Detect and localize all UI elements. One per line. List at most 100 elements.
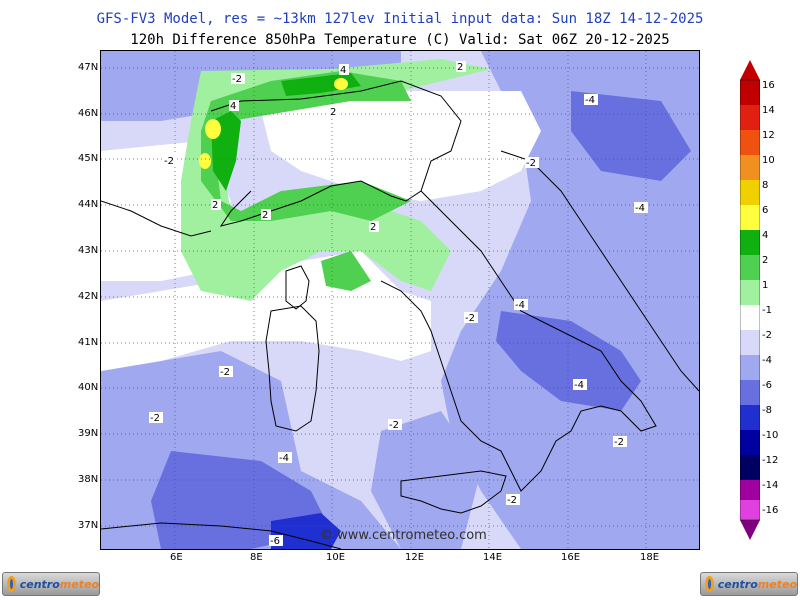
contour-label-neg6: -6: [269, 535, 283, 547]
lon-label-10e: 10E: [326, 552, 346, 563]
contour-label-2-e: 2: [456, 61, 466, 73]
svg-text:2: 2: [330, 107, 336, 118]
colorbar-label: -4: [762, 355, 772, 366]
svg-text:2: 2: [212, 200, 218, 211]
svg-text:-4: -4: [279, 453, 289, 464]
lat-label-46: 46N: [78, 108, 99, 119]
colorbar-label: -16: [762, 505, 779, 516]
field-green-apennine: [321, 251, 371, 291]
colorbar-label: 2: [762, 255, 769, 266]
svg-text:-4: -4: [635, 203, 645, 214]
field-title: 120h Difference 850hPa Temperature (C) V…: [130, 32, 670, 48]
contour-label-neg2-f: -2: [149, 412, 163, 424]
lon-label-8e: 8E: [250, 552, 263, 563]
field-darkest-blue-south: [271, 513, 341, 549]
lat-label-41: 41N: [78, 337, 99, 348]
globe-icon: [705, 576, 714, 592]
colorbar-label: -14: [762, 480, 779, 491]
logo-text: centrometeo: [19, 577, 99, 591]
watermark: © www.centrometeo.com: [320, 528, 487, 543]
colorbar-label: -12: [762, 455, 779, 466]
contour-label-neg2-g: -2: [388, 419, 402, 431]
contour-label-neg4-e: -4: [278, 452, 292, 464]
lat-label-42: 42N: [78, 291, 99, 302]
svg-text:4: 4: [230, 101, 236, 112]
africa-coastline: [101, 522, 342, 549]
colorbar-bottom-arrow: [740, 520, 760, 540]
colorbar-label: -8: [762, 405, 772, 416]
contour-label-2-c: 2: [369, 221, 379, 233]
colorbar-label: 1: [762, 280, 769, 291]
lat-label-39: 39N: [78, 428, 99, 439]
lon-label-12e: 12E: [405, 552, 425, 563]
contour-label-neg2-b: -2: [231, 73, 245, 85]
coastlines: [101, 80, 699, 549]
svg-text:-2: -2: [220, 367, 230, 378]
contour-label-2-b: 2: [261, 209, 271, 221]
field-yellow-alps-1: [205, 119, 221, 139]
contour-label-2-a: 2: [211, 199, 221, 211]
svg-text:-2: -2: [232, 74, 242, 85]
field-green-alps: [201, 71, 411, 221]
model-title: GFS-FV3 Model, res = ~13km 127lev Initia…: [96, 11, 704, 27]
contour-label-neg2-c: -2: [525, 157, 539, 169]
field-white-north-italy: [261, 91, 541, 201]
corsica-coastline: [285, 265, 310, 310]
lat-label-37: 37N: [78, 520, 99, 531]
field-lightgreen-alps: [181, 59, 491, 301]
logo-text: centrometeo: [717, 577, 797, 591]
lon-label-14e: 14E: [483, 552, 503, 563]
lat-label-38: 38N: [78, 474, 99, 485]
svg-text:2: 2: [370, 222, 376, 233]
field-yellow-alps-2: [199, 153, 211, 169]
lon-label-6e: 6E: [170, 552, 183, 563]
svg-text:-2: -2: [465, 313, 475, 324]
svg-text:-4: -4: [515, 300, 525, 311]
contour-label-neg2-e: -2: [219, 366, 233, 378]
svg-text:-2: -2: [526, 158, 536, 169]
contour-label-neg2-d: -2: [464, 312, 478, 324]
balkan-coastline: [500, 150, 699, 392]
contour-label-4-b: 4: [339, 64, 349, 76]
colorbar-label: -10: [762, 430, 779, 441]
field-deep-blue-east: [571, 91, 691, 181]
svg-text:-2: -2: [507, 495, 517, 506]
colorbar-label: 14: [762, 105, 775, 116]
contour-label-neg4-b: -4: [634, 202, 648, 214]
lat-label-47: 47N: [78, 62, 99, 73]
sicily-coastline: [400, 470, 507, 514]
svg-text:2: 2: [457, 62, 463, 73]
colorbar-top-arrow: [740, 60, 760, 80]
contour-label-neg4-c: -4: [514, 299, 528, 311]
svg-text:-2: -2: [164, 156, 174, 167]
contour-label-4-a: 4: [229, 100, 239, 112]
svg-text:-4: -4: [585, 95, 595, 106]
colorbar-label: -6: [762, 380, 772, 391]
contour-labels: -2 2 2 2 4 4 2 -2 2 -4 -2 -4 -4 -2 -4 -2…: [149, 61, 648, 547]
svg-text:-2: -2: [150, 413, 160, 424]
colorbar-label: 4: [762, 230, 769, 241]
svg-text:4: 4: [340, 65, 346, 76]
colorbar-label: 12: [762, 130, 775, 141]
map-field-svg: -2 2 2 2 4 4 2 -2 2 -4 -2 -4 -4 -2 -4 -2…: [101, 51, 699, 549]
contour-label-neg4-d: -4: [573, 379, 587, 391]
svg-text:-2: -2: [389, 420, 399, 431]
colorbar-label: 16: [762, 80, 775, 91]
sardinia-coastline: [265, 305, 320, 432]
svg-text:-2: -2: [614, 437, 624, 448]
svg-text:-4: -4: [574, 380, 584, 391]
colorbar-label: 8: [762, 180, 769, 191]
colorbar: [740, 60, 760, 540]
colorbar-label: 10: [762, 155, 775, 166]
svg-text:2: 2: [262, 210, 268, 221]
contour-label-neg4-a: -4: [584, 94, 598, 106]
svg-text:-6: -6: [270, 536, 280, 547]
centrometeo-logo-right[interactable]: centrometeo: [700, 572, 798, 596]
colorbar-label: 6: [762, 205, 769, 216]
centrometeo-logo-left[interactable]: centrometeo: [2, 572, 100, 596]
globe-icon: [7, 576, 16, 592]
field-deep-blue-adriatic-south: [496, 311, 641, 411]
contour-label-neg2-a: -2: [163, 155, 177, 167]
contour-label-2-d: 2: [329, 106, 339, 118]
lat-label-44: 44N: [78, 199, 99, 210]
